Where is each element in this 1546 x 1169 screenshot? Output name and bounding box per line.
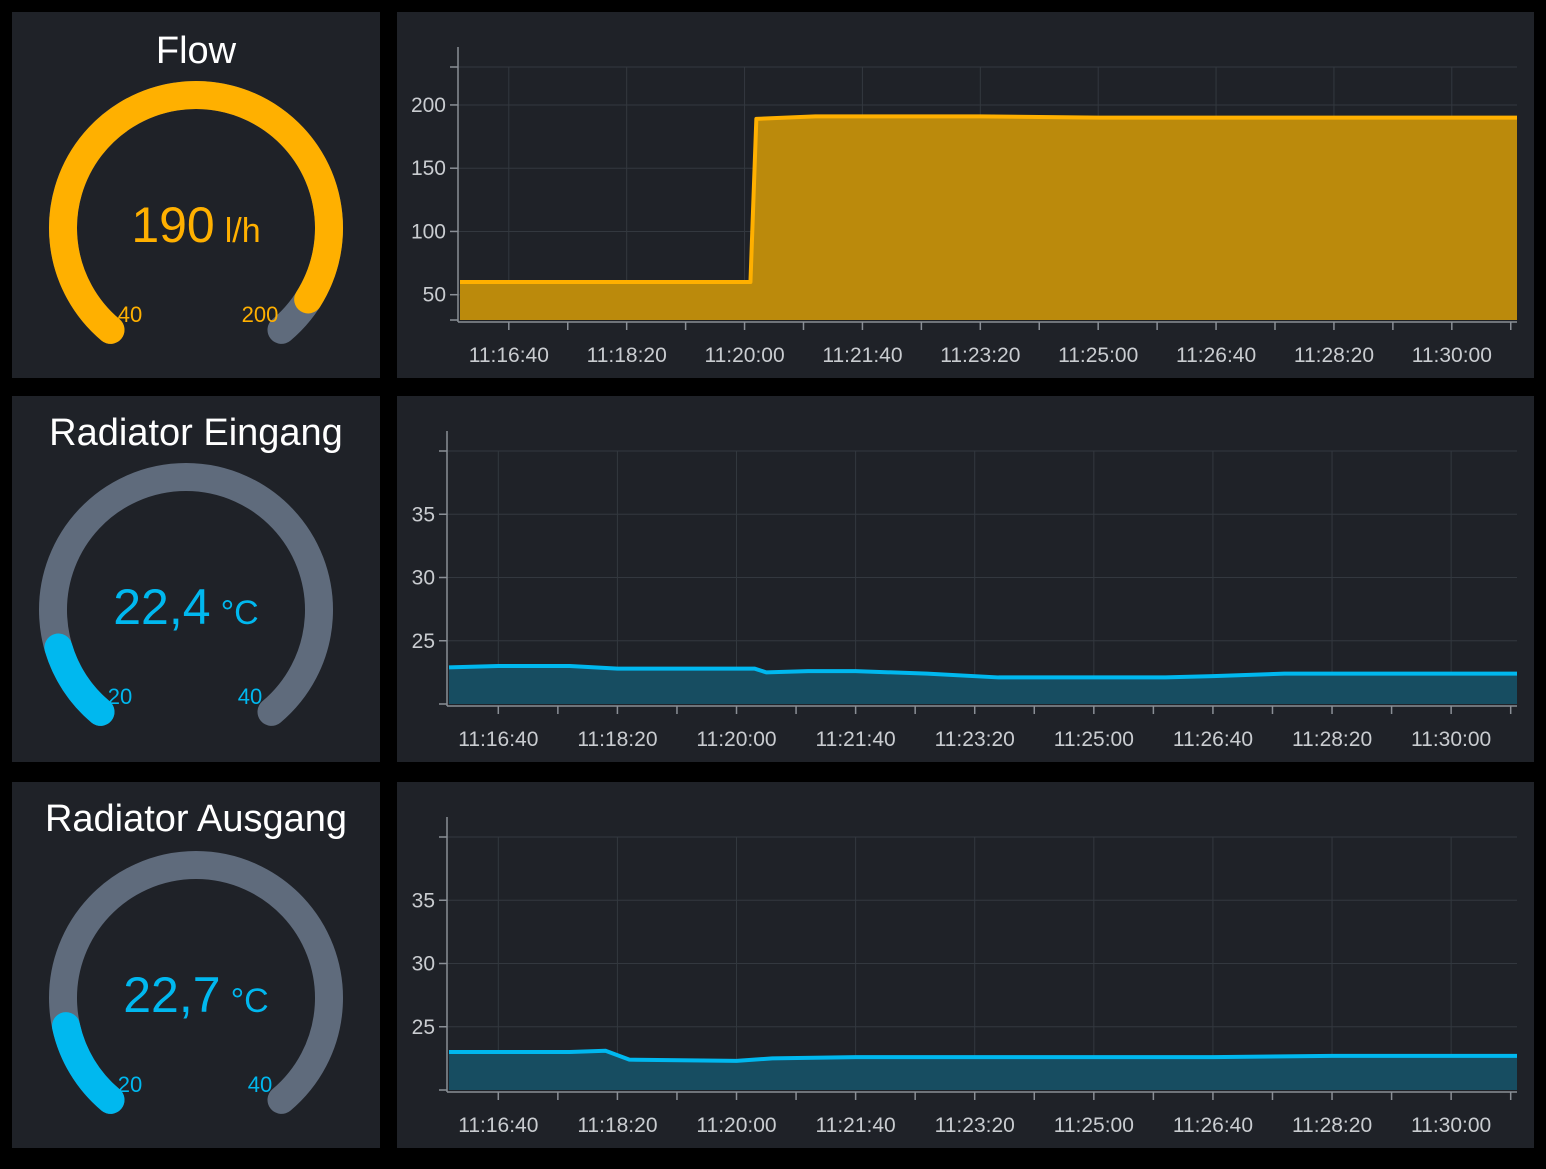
x-tick-label: 11:21:40	[822, 344, 902, 367]
flow-chart-panel: 50 100 150 200 11:16:40 11:18:20 11:20:00 11:21…	[397, 12, 1534, 378]
x-tick-label: 11:30:00	[1411, 728, 1491, 751]
y-tick-label: 25	[412, 630, 435, 653]
series-area	[449, 1050, 1517, 1090]
x-tick-label: 11:26:40	[1173, 1114, 1253, 1137]
gauge-value: 22,4 °C	[113, 579, 258, 635]
x-tick-label: 11:23:20	[940, 344, 1020, 367]
gauge-value-arc	[52, 1012, 125, 1114]
x-tick-label: 11:25:00	[1058, 344, 1138, 367]
x-tick-label: 11:30:00	[1411, 1114, 1491, 1137]
x-tick-label: 11:18:20	[577, 1114, 657, 1137]
series-line	[460, 114, 1517, 285]
flow-title: Flow	[155, 30, 237, 72]
radiator-ausgang-chart: 25 30 35 11:16:40 11:18:20 11:20:00 11:21:40 11…	[412, 817, 1517, 1137]
x-tick-label: 11:20:00	[696, 1114, 776, 1137]
radiator-eingang-chart: 25 30 35 11:16:40 11:18:20 11:20:00 11:21:40 11…	[412, 431, 1517, 751]
x-tick-label: 11:25:00	[1054, 1114, 1134, 1137]
series-line	[449, 1048, 1517, 1063]
gauge-min-label: 40	[118, 302, 142, 327]
x-tick-label: 11:28:20	[1292, 1114, 1372, 1137]
flow-gauge: 190 l/h 40 200	[49, 81, 343, 344]
x-tick-label: 11:26:40	[1176, 344, 1256, 367]
x-tick-label: 11:25:00	[1054, 728, 1134, 751]
gauge-min-label: 20	[108, 684, 132, 709]
x-tick-label: 11:20:00	[696, 728, 776, 751]
y-tick-label: 25	[412, 1016, 435, 1039]
x-tick-label: 11:16:40	[458, 728, 538, 751]
gauge-min-label: 20	[118, 1072, 142, 1097]
y-tick-label: 35	[412, 503, 435, 526]
radiator-eingang-title: Radiator Eingang	[49, 412, 343, 454]
x-tick-label: 11:28:20	[1292, 728, 1372, 751]
gauge-value-arc	[44, 633, 115, 726]
radiator-ausgang-gauge-panel: Radiator Ausgang 22,7 °C 20 40	[12, 782, 380, 1148]
flow-gauge-panel: Flow 190 l/h 40 200	[12, 12, 380, 378]
gauge-max-label: 200	[242, 302, 279, 327]
y-tick-label: 35	[412, 889, 435, 912]
radiator-eingang-chart-panel: 25 30 35 11:16:40 11:18:20 11:20:00 11:21:40 11…	[397, 396, 1534, 762]
radiator-ausgang-title: Radiator Ausgang	[44, 798, 348, 840]
y-tick-label: 100	[411, 220, 446, 243]
series-area	[460, 116, 1517, 321]
radiator-ausgang-chart-panel: 25 30 35 11:16:40 11:18:20 11:20:00 11:21:40 11…	[397, 782, 1534, 1148]
x-tick-label: 11:21:40	[816, 728, 896, 751]
x-tick-label: 11:18:20	[587, 344, 667, 367]
x-tick-label: 11:23:20	[935, 1114, 1015, 1137]
x-tick-label: 11:16:40	[458, 1114, 538, 1137]
x-tick-label: 11:26:40	[1173, 728, 1253, 751]
y-tick-label: 200	[411, 94, 446, 117]
radiator-eingang-gauge: 22,4 °C 20 40	[39, 463, 333, 726]
y-tick-label: 30	[412, 953, 435, 976]
x-tick-label: 11:16:40	[469, 344, 549, 367]
x-tick-label: 11:30:00	[1412, 344, 1492, 367]
y-tick-label: 50	[423, 284, 446, 307]
y-tick-label: 150	[411, 157, 446, 180]
radiator-eingang-gauge-panel: Radiator Eingang 22,4 °C 20 40	[12, 396, 380, 762]
gauge-value-arc	[49, 81, 343, 344]
gauge-value: 22,7 °C	[123, 967, 268, 1023]
x-tick-label: 11:18:20	[577, 728, 657, 751]
x-tick-label: 11:20:00	[704, 344, 784, 367]
gauge-track	[49, 851, 343, 1114]
gauge-max-label: 40	[238, 684, 262, 709]
flow-chart: 50 100 150 200 11:16:40 11:18:20 11:20:00 11:21…	[411, 47, 1517, 367]
gauge-track	[39, 463, 333, 726]
series-line	[448, 664, 1517, 680]
gauge-max-label: 40	[248, 1072, 272, 1097]
x-tick-label: 11:28:20	[1294, 344, 1374, 367]
radiator-ausgang-gauge: 22,7 °C 20 40	[49, 851, 343, 1114]
x-tick-label: 11:21:40	[816, 1114, 896, 1137]
x-tick-label: 11:23:20	[935, 728, 1015, 751]
y-tick-label: 30	[412, 567, 435, 590]
gauge-value: 190 l/h	[131, 197, 260, 253]
